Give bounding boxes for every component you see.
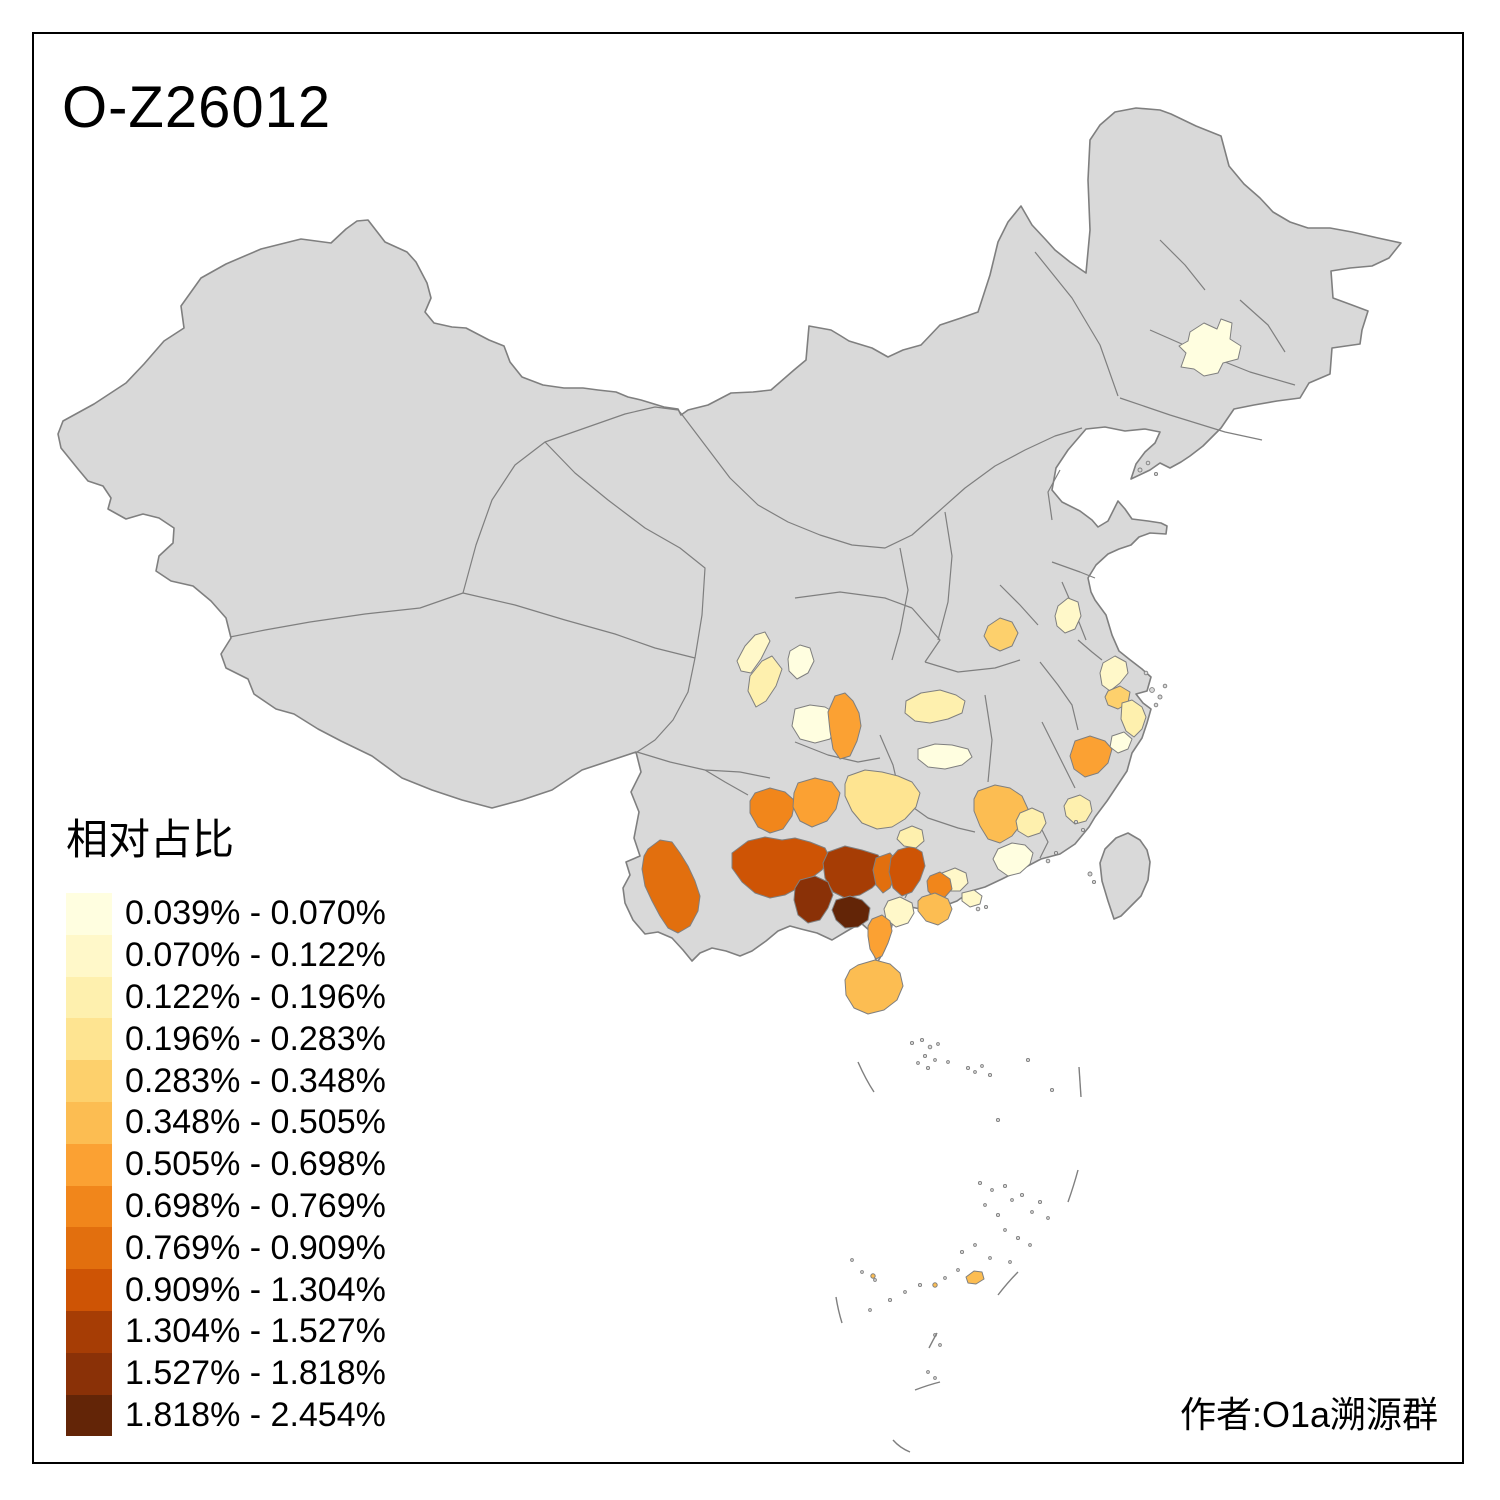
map-region-sansha-islet-west <box>870 1273 876 1279</box>
map-region-wuzhou <box>888 845 926 897</box>
legend-row: 0.070% - 0.122% <box>66 934 386 977</box>
map-region-wenshan <box>731 836 831 899</box>
legend-row: 0.769% - 0.909% <box>66 1227 386 1270</box>
map-region-fuzhou <box>1063 794 1093 825</box>
map-region-hangzhou <box>1099 655 1129 692</box>
legend-swatch <box>66 893 112 935</box>
legend-swatch <box>66 1394 112 1437</box>
map-region-meizhou <box>1015 807 1047 838</box>
legend-row: 0.909% - 1.304% <box>66 1269 386 1311</box>
legend-swatch <box>66 1018 112 1061</box>
map-region-central-anhui <box>1054 597 1082 634</box>
legend-row: 0.122% - 0.196% <box>66 976 386 1019</box>
legend-row: 0.698% - 0.769% <box>66 1185 386 1228</box>
map-region-sw-guizhou <box>749 787 796 834</box>
map-region-zhanjiang <box>867 914 893 960</box>
sea-islands <box>850 460 1168 1380</box>
sansha-colored-islets <box>870 1270 985 1288</box>
map-region-central-guizhou <box>844 769 921 830</box>
legend: 相对占比 0.039% - 0.070% 0.070% - 0.122% 0.122… <box>66 806 386 1437</box>
legend-swatch <box>66 1352 112 1395</box>
legend-row: 1.818% - 2.454% <box>66 1394 386 1437</box>
legend-label: 0.769% - 0.909% <box>125 1228 386 1267</box>
legend-label: 0.698% - 0.769% <box>125 1186 386 1225</box>
map-region-hezhou <box>896 825 925 849</box>
map-region-zhaoqing <box>926 871 953 900</box>
legend-swatch <box>66 1310 112 1353</box>
legend-label: 0.070% - 0.122% <box>125 936 386 975</box>
legend-row: 0.283% - 0.348% <box>66 1060 386 1102</box>
legend-row: 0.039% - 0.070% <box>66 893 386 935</box>
legend-swatch <box>66 1269 112 1311</box>
map-region-zhuhai <box>961 889 983 908</box>
map-region-sansha-islet-mid <box>932 1282 938 1288</box>
map-region-puer <box>641 839 701 934</box>
legend-items: 0.039% - 0.070% 0.070% - 0.122% 0.122% - 0… <box>66 893 386 1437</box>
legend-label: 0.909% - 1.304% <box>125 1270 386 1309</box>
legend-swatch <box>66 1060 112 1102</box>
map-region-harbin <box>1178 318 1242 377</box>
legend-swatch <box>66 934 112 977</box>
legend-row: 0.505% - 0.698% <box>66 1143 386 1186</box>
legend-label: 0.283% - 0.348% <box>125 1061 386 1100</box>
map-region-heyuan <box>992 842 1034 877</box>
legend-label: 0.196% - 0.283% <box>125 1019 386 1058</box>
map-region-sansha <box>965 1270 985 1285</box>
legend-swatch <box>66 976 112 1019</box>
legend-swatch <box>66 1143 112 1186</box>
legend-label: 1.818% - 2.454% <box>125 1395 386 1434</box>
figure-title: O-Z26012 <box>62 75 332 140</box>
legend-row: 0.196% - 0.283% <box>66 1018 386 1061</box>
map-region-hainan <box>844 959 904 1015</box>
mainland-outline <box>57 107 1402 964</box>
legend-swatch <box>66 1227 112 1270</box>
legend-label: 0.505% - 0.698% <box>125 1145 386 1184</box>
legend-label: 1.304% - 1.527% <box>125 1312 386 1351</box>
map-region-south-zhejiang <box>1069 735 1113 778</box>
figure-frame <box>32 32 1464 1464</box>
map-region-chengdu-plain-south <box>747 655 783 708</box>
legend-row: 1.527% - 1.818% <box>66 1352 386 1395</box>
map-region-chongzuo <box>793 875 834 924</box>
map-region-south-guangxi <box>831 895 871 929</box>
legend-label: 0.122% - 0.196% <box>125 977 386 1016</box>
map-region-nanning <box>822 845 887 899</box>
legend-row: 1.304% - 1.527% <box>66 1310 386 1353</box>
legend-row: 0.348% - 0.505% <box>66 1101 386 1144</box>
colored-regions <box>641 318 1242 1015</box>
map-region-west-hunan <box>904 689 966 724</box>
map-region-se-hubei <box>983 617 1019 652</box>
map-region-jiangmen <box>917 892 953 926</box>
legend-swatch <box>66 1185 112 1228</box>
map-region-south-guizhou <box>792 777 841 828</box>
map-region-ningbo <box>1120 699 1147 738</box>
map-region-north-guangdong <box>973 784 1029 844</box>
legend-label: 1.527% - 1.818% <box>125 1354 386 1393</box>
map-region-maoming <box>883 896 915 928</box>
map-region-chengdu-plain-north <box>736 631 771 674</box>
legend-swatch <box>66 1101 112 1144</box>
map-region-chengdu-city <box>787 644 815 680</box>
legend-label: 0.039% - 0.070% <box>125 894 386 933</box>
map-region-north-hunan <box>917 743 973 770</box>
legend-label: 0.348% - 0.505% <box>125 1103 386 1142</box>
dash-line-segments <box>835 1061 1082 1453</box>
legend-title: 相对占比 <box>66 816 235 863</box>
attribution: 作者:O1a溯源群 <box>1179 1394 1438 1435</box>
taiwan-island <box>1099 832 1151 920</box>
map-region-zigong <box>827 692 862 760</box>
